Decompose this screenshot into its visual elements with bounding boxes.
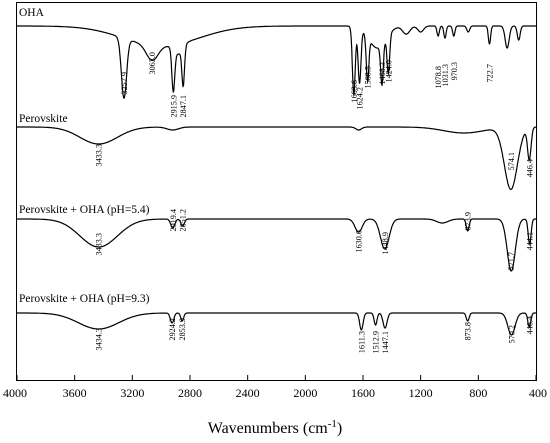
peak-label: 1663.6 (350, 80, 359, 103)
x-tick-label: 800 (469, 386, 487, 400)
peak-label: 1568.5 (364, 66, 373, 89)
peak-label: 1447.1 (381, 331, 390, 354)
peak-label: 1624.2 (356, 87, 365, 110)
trace-perovskite (17, 126, 536, 190)
x-tick-label: 1200 (409, 386, 433, 400)
x-tick-label: 400 (529, 386, 547, 400)
peak-label: 444.1 (526, 232, 535, 250)
series-label: OHA (19, 7, 45, 19)
x-tick-label: 3200 (120, 386, 144, 400)
spectra-group (17, 25, 536, 336)
peak-label: 2919.4 (169, 209, 178, 232)
peak-label: 1031.3 (441, 64, 450, 87)
trace-perovskite-oha-ph93 (17, 312, 536, 336)
peak-label: 3257.9 (120, 72, 129, 95)
peak-label: 3434.3 (95, 328, 104, 351)
peak-label: 1468.3 (378, 62, 387, 85)
peak-label: 1630.6 (355, 230, 364, 253)
peak-label: 570.2 (508, 325, 517, 343)
peak-label: 1448.9 (381, 232, 390, 255)
peak-label: 3433.3 (95, 144, 104, 167)
x-tick-label: 2000 (293, 386, 317, 400)
peak-label: 3063.0 (148, 52, 157, 75)
x-tick-label: 1600 (351, 386, 375, 400)
x-tick-label: 3600 (63, 386, 87, 400)
peak-label: 3433.3 (95, 233, 104, 256)
x-axis-ticks: 4000 3600 3200 2800 2400 2000 1600 1200 800 400 (3, 375, 547, 400)
plot-frame (16, 2, 537, 381)
peak-label: 970.3 (450, 62, 459, 80)
peak-label: 446.4 (525, 159, 534, 177)
peak-label: 2853.9 (178, 318, 187, 341)
series-label: Perovskite + OHA (pH=9.3) (19, 293, 150, 305)
peak-label: 1078.8 (434, 66, 443, 89)
peak-label: 446.4 (525, 316, 534, 334)
peak-label: 1512.9 (372, 331, 381, 354)
peak-label: 873.9 (464, 212, 473, 230)
peak-label: 2851.2 (179, 209, 188, 232)
peak-label: 2847.1 (179, 95, 188, 118)
trace-perovskite-oha-ph54 (17, 218, 536, 272)
series-labels-group: OHA Perovskite Perovskite + OHA (pH=5.4) Pe… (19, 7, 150, 305)
peak-label: 574.1 (507, 152, 516, 170)
x-tick-label: 2400 (236, 386, 260, 400)
series-label: Perovskite + OHA (pH=5.4) (19, 204, 150, 216)
peak-label: 873.8 (464, 322, 473, 340)
trace-oha (17, 25, 536, 100)
x-tick-label: 2800 (178, 386, 202, 400)
peak-label: 722.7 (486, 64, 495, 82)
x-tick-label: 4000 (3, 386, 27, 400)
peak-label: 1611.3 (357, 331, 366, 353)
peak-label: 2915.9 (169, 95, 178, 118)
x-axis-title: Wavenumbers (cm-1) (208, 418, 343, 437)
peak-label: 1424.0 (384, 60, 393, 83)
peak-label: 571.7 (507, 252, 516, 270)
peak-labels-group: 3257.9 3063.0 2915.9 2847.1 1663.61624.21568… (95, 52, 535, 354)
peak-label: 2924.2 (168, 318, 177, 341)
series-label: Perovskite (19, 113, 68, 125)
